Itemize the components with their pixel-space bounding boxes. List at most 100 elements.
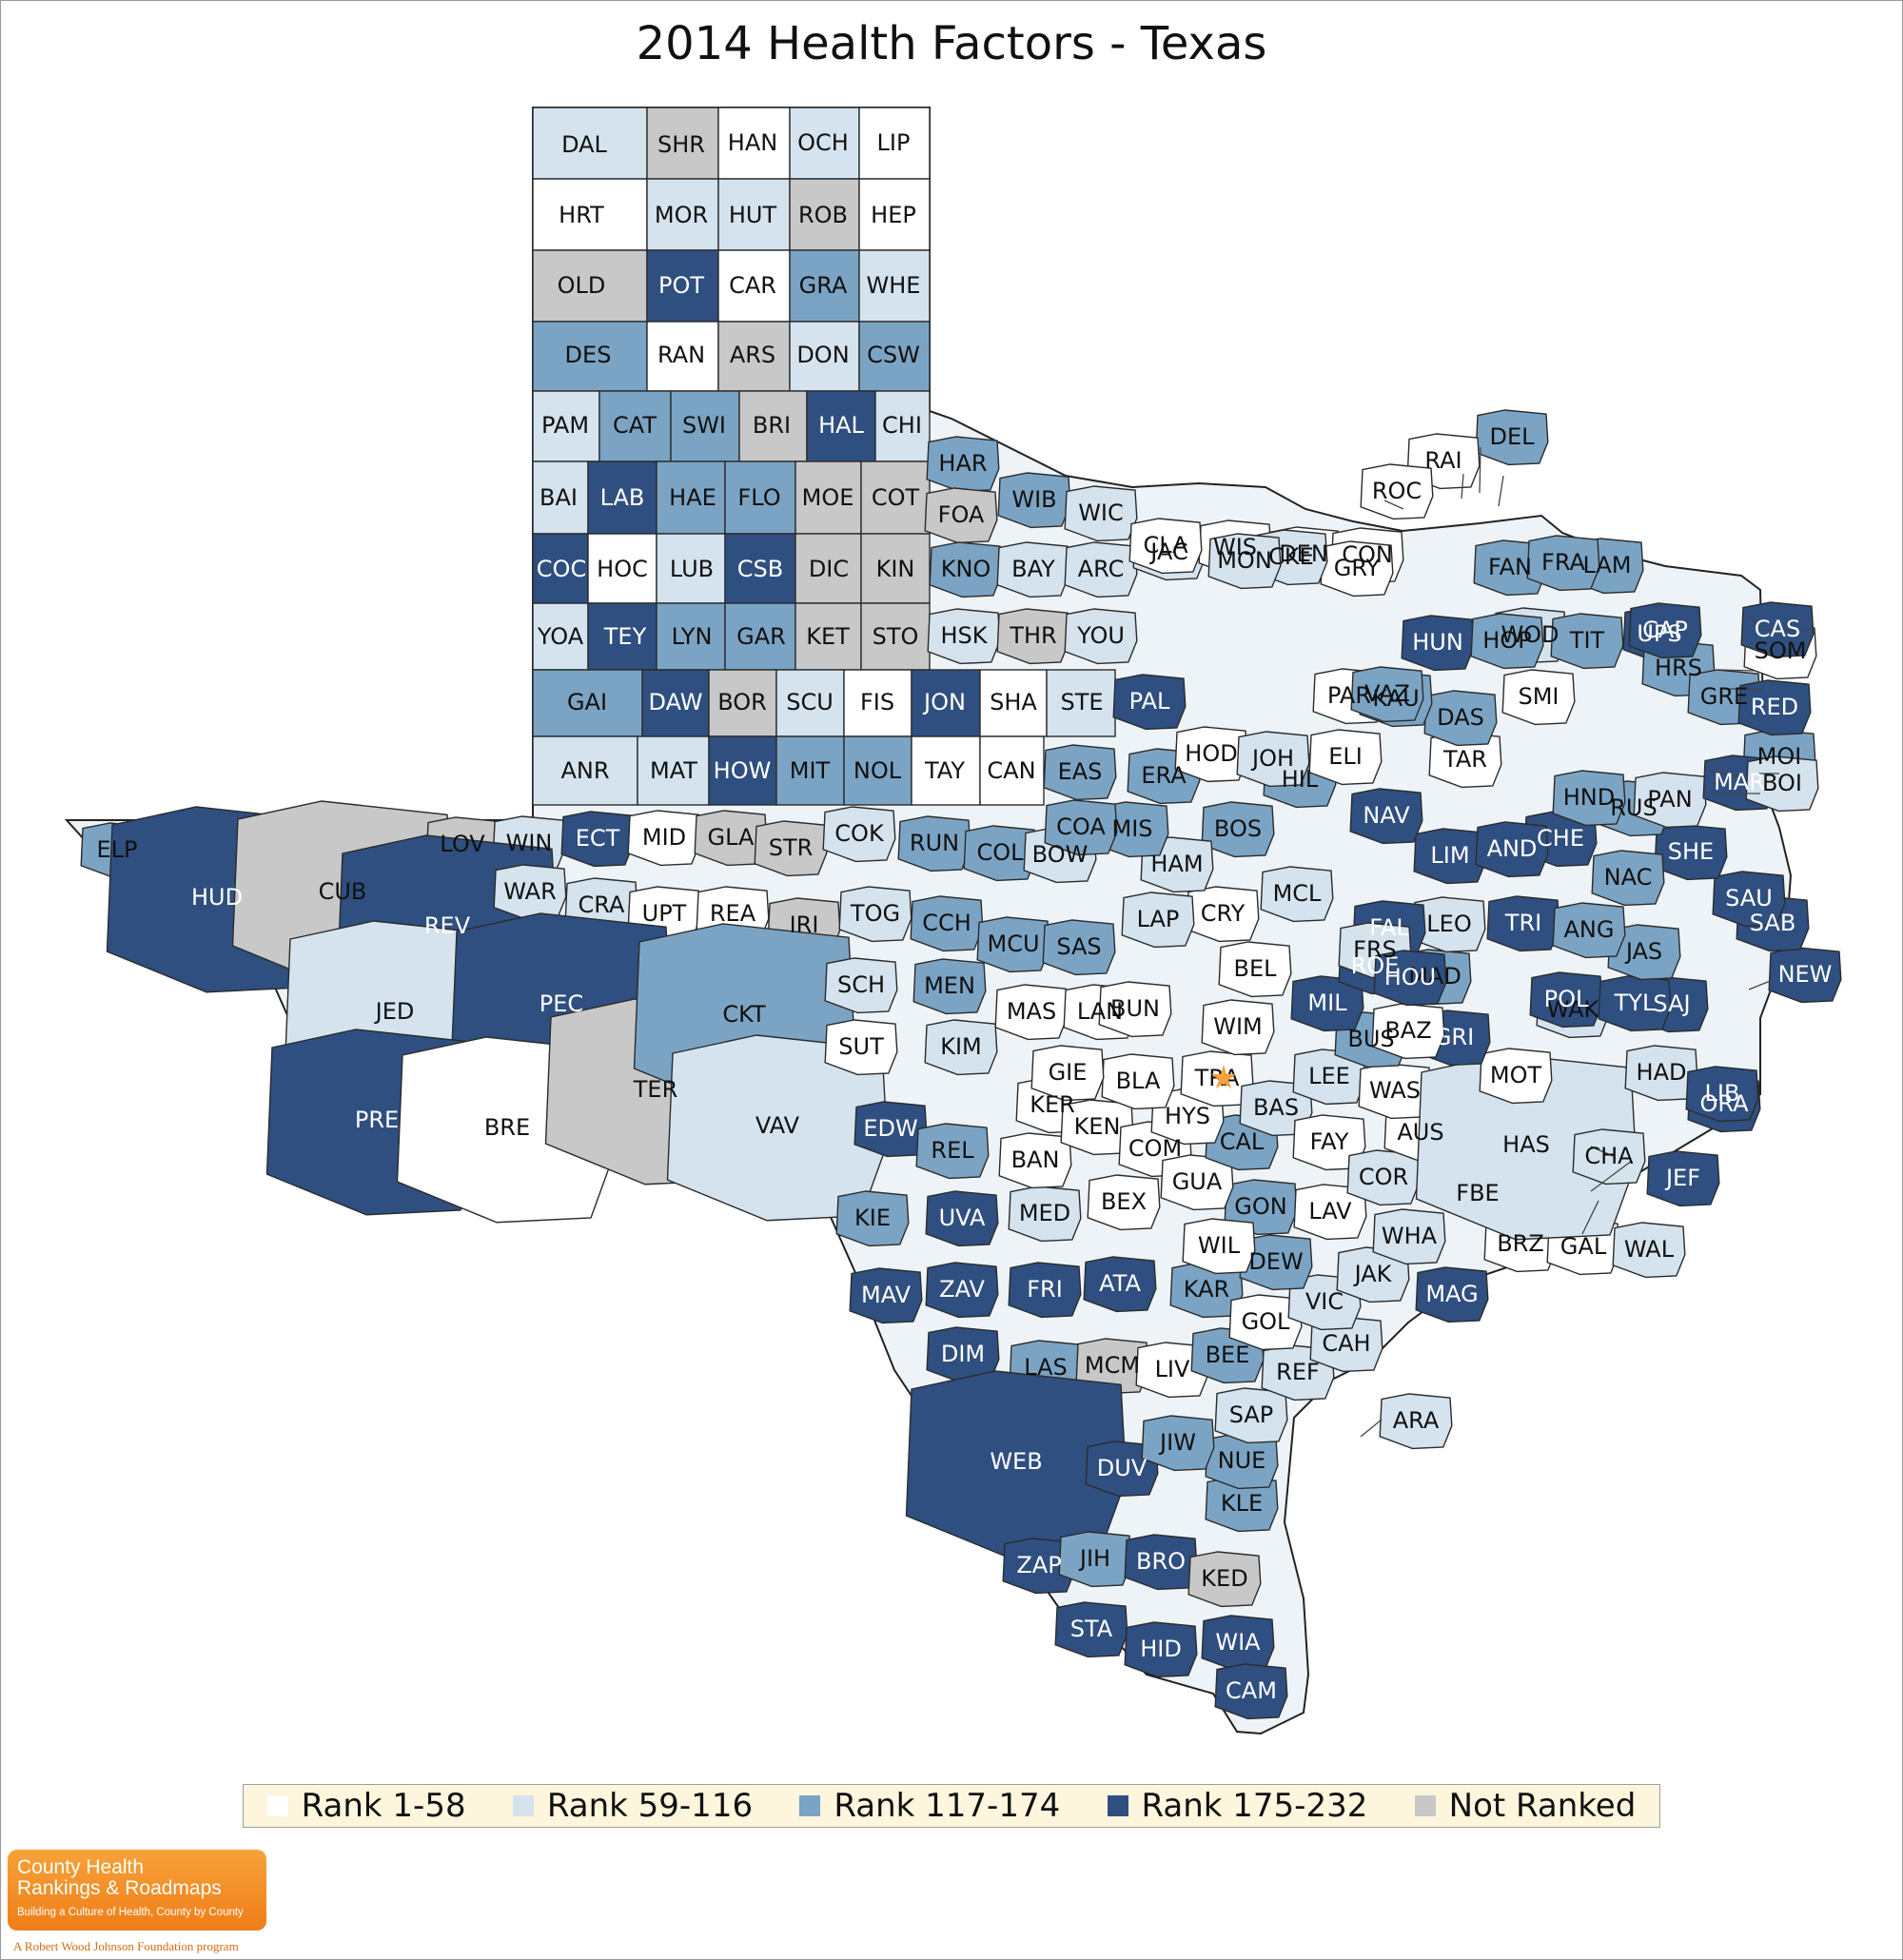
county-and[interactable] <box>1475 821 1549 878</box>
county-bor[interactable] <box>708 669 777 737</box>
county-hut[interactable] <box>717 178 791 251</box>
county-cam[interactable] <box>1214 1663 1288 1720</box>
county-hop[interactable] <box>1470 613 1544 670</box>
county-mor[interactable] <box>646 178 719 251</box>
county-kin[interactable] <box>860 533 931 604</box>
county-cap[interactable] <box>1628 602 1702 659</box>
county-mon[interactable] <box>1207 533 1282 590</box>
county-tit[interactable] <box>1550 613 1624 670</box>
county-you[interactable] <box>1064 608 1138 665</box>
county-boi[interactable] <box>1745 755 1819 813</box>
county-csw[interactable] <box>858 321 931 392</box>
county-nav[interactable] <box>1349 788 1423 845</box>
county-bai[interactable] <box>532 461 589 535</box>
county-mil[interactable] <box>1290 975 1364 1032</box>
county-jef[interactable] <box>1646 1150 1720 1207</box>
county-wia[interactable] <box>1201 1615 1275 1672</box>
county-pam[interactable] <box>532 390 600 462</box>
county-wha[interactable] <box>1372 1208 1446 1265</box>
county-dic[interactable] <box>795 533 862 604</box>
county-ban[interactable] <box>998 1132 1072 1189</box>
county-lyn[interactable] <box>656 602 726 671</box>
county-fis[interactable] <box>843 669 912 737</box>
county-red[interactable] <box>1737 679 1812 736</box>
county-hrt[interactable] <box>532 178 648 251</box>
county-uva[interactable] <box>925 1190 999 1247</box>
county-gar[interactable] <box>724 602 796 671</box>
county-war[interactable] <box>493 864 567 921</box>
county-ked[interactable] <box>1187 1551 1262 1608</box>
county-gai[interactable] <box>532 669 643 737</box>
county-bun[interactable] <box>1098 981 1172 1038</box>
county-men[interactable] <box>912 958 987 1015</box>
county-mas[interactable] <box>994 984 1069 1041</box>
county-bex[interactable] <box>1087 1174 1161 1231</box>
county-tay[interactable] <box>911 735 981 806</box>
county-hou[interactable] <box>1373 950 1447 1007</box>
county-har[interactable] <box>926 436 1000 493</box>
county-das[interactable] <box>1423 690 1498 747</box>
county-rel[interactable] <box>915 1123 990 1180</box>
county-sau[interactable] <box>1712 871 1786 928</box>
county-ara[interactable] <box>1379 1393 1453 1450</box>
county-gie[interactable] <box>1030 1045 1105 1102</box>
county-coa[interactable] <box>1044 799 1118 856</box>
county-lip[interactable] <box>858 107 931 180</box>
county-cok[interactable] <box>822 806 896 863</box>
county-kie[interactable] <box>835 1190 910 1247</box>
county-lim[interactable] <box>1413 828 1487 885</box>
county-cor[interactable] <box>1346 1149 1421 1206</box>
county-str[interactable] <box>754 820 828 877</box>
county-ket[interactable] <box>795 602 862 671</box>
county-gry[interactable] <box>1320 540 1394 598</box>
county-smi[interactable] <box>1501 669 1576 726</box>
county-coc[interactable] <box>532 533 589 604</box>
county-whe[interactable] <box>858 249 931 323</box>
county-web[interactable] <box>905 1370 1128 1558</box>
county-lab[interactable] <box>587 461 657 535</box>
county-lap[interactable] <box>1121 892 1195 949</box>
county-jas[interactable] <box>1607 924 1681 981</box>
county-ang[interactable] <box>1552 902 1626 959</box>
county-mat[interactable] <box>637 735 710 806</box>
county-gua[interactable] <box>1160 1154 1234 1211</box>
county-pot[interactable] <box>646 249 719 323</box>
county-nol[interactable] <box>843 735 912 806</box>
county-sha[interactable] <box>979 669 1048 737</box>
county-sta[interactable] <box>1054 1601 1128 1658</box>
county-mav[interactable] <box>849 1267 923 1324</box>
county-flo[interactable] <box>724 461 796 535</box>
county-old[interactable] <box>532 249 648 323</box>
county-hid[interactable] <box>1124 1621 1198 1678</box>
county-zap[interactable] <box>1002 1538 1076 1595</box>
county-lav[interactable] <box>1293 1184 1367 1241</box>
county-duv[interactable] <box>1085 1441 1159 1498</box>
county-nac[interactable] <box>1591 850 1665 907</box>
county-pal[interactable] <box>1112 674 1187 731</box>
county-hnd[interactable] <box>1552 770 1626 827</box>
county-eli[interactable] <box>1308 729 1383 786</box>
county-vaz[interactable] <box>1350 666 1424 723</box>
county-zav[interactable] <box>925 1262 999 1319</box>
county-swi[interactable] <box>670 390 740 462</box>
county-bla[interactable] <box>1101 1053 1175 1110</box>
county-cry[interactable] <box>1186 886 1260 943</box>
county-mot[interactable] <box>1479 1048 1553 1105</box>
county-sch[interactable] <box>824 957 898 1014</box>
county-csb[interactable] <box>724 533 796 604</box>
county-anr[interactable] <box>532 735 638 806</box>
county-sut[interactable] <box>824 1019 898 1076</box>
county-joh[interactable] <box>1236 731 1310 788</box>
county-del[interactable] <box>1475 409 1549 466</box>
county-tog[interactable] <box>838 886 912 943</box>
county-bri[interactable] <box>738 390 808 462</box>
county-fra[interactable] <box>1526 535 1600 592</box>
county-jon[interactable] <box>911 669 981 737</box>
county-arc[interactable] <box>1064 541 1138 598</box>
county-can[interactable] <box>979 735 1045 806</box>
county-wil[interactable] <box>1182 1218 1256 1275</box>
county-gol[interactable] <box>1228 1294 1303 1351</box>
county-hep[interactable] <box>858 178 931 251</box>
county-jiw[interactable] <box>1141 1415 1215 1472</box>
county-sas[interactable] <box>1042 919 1116 976</box>
